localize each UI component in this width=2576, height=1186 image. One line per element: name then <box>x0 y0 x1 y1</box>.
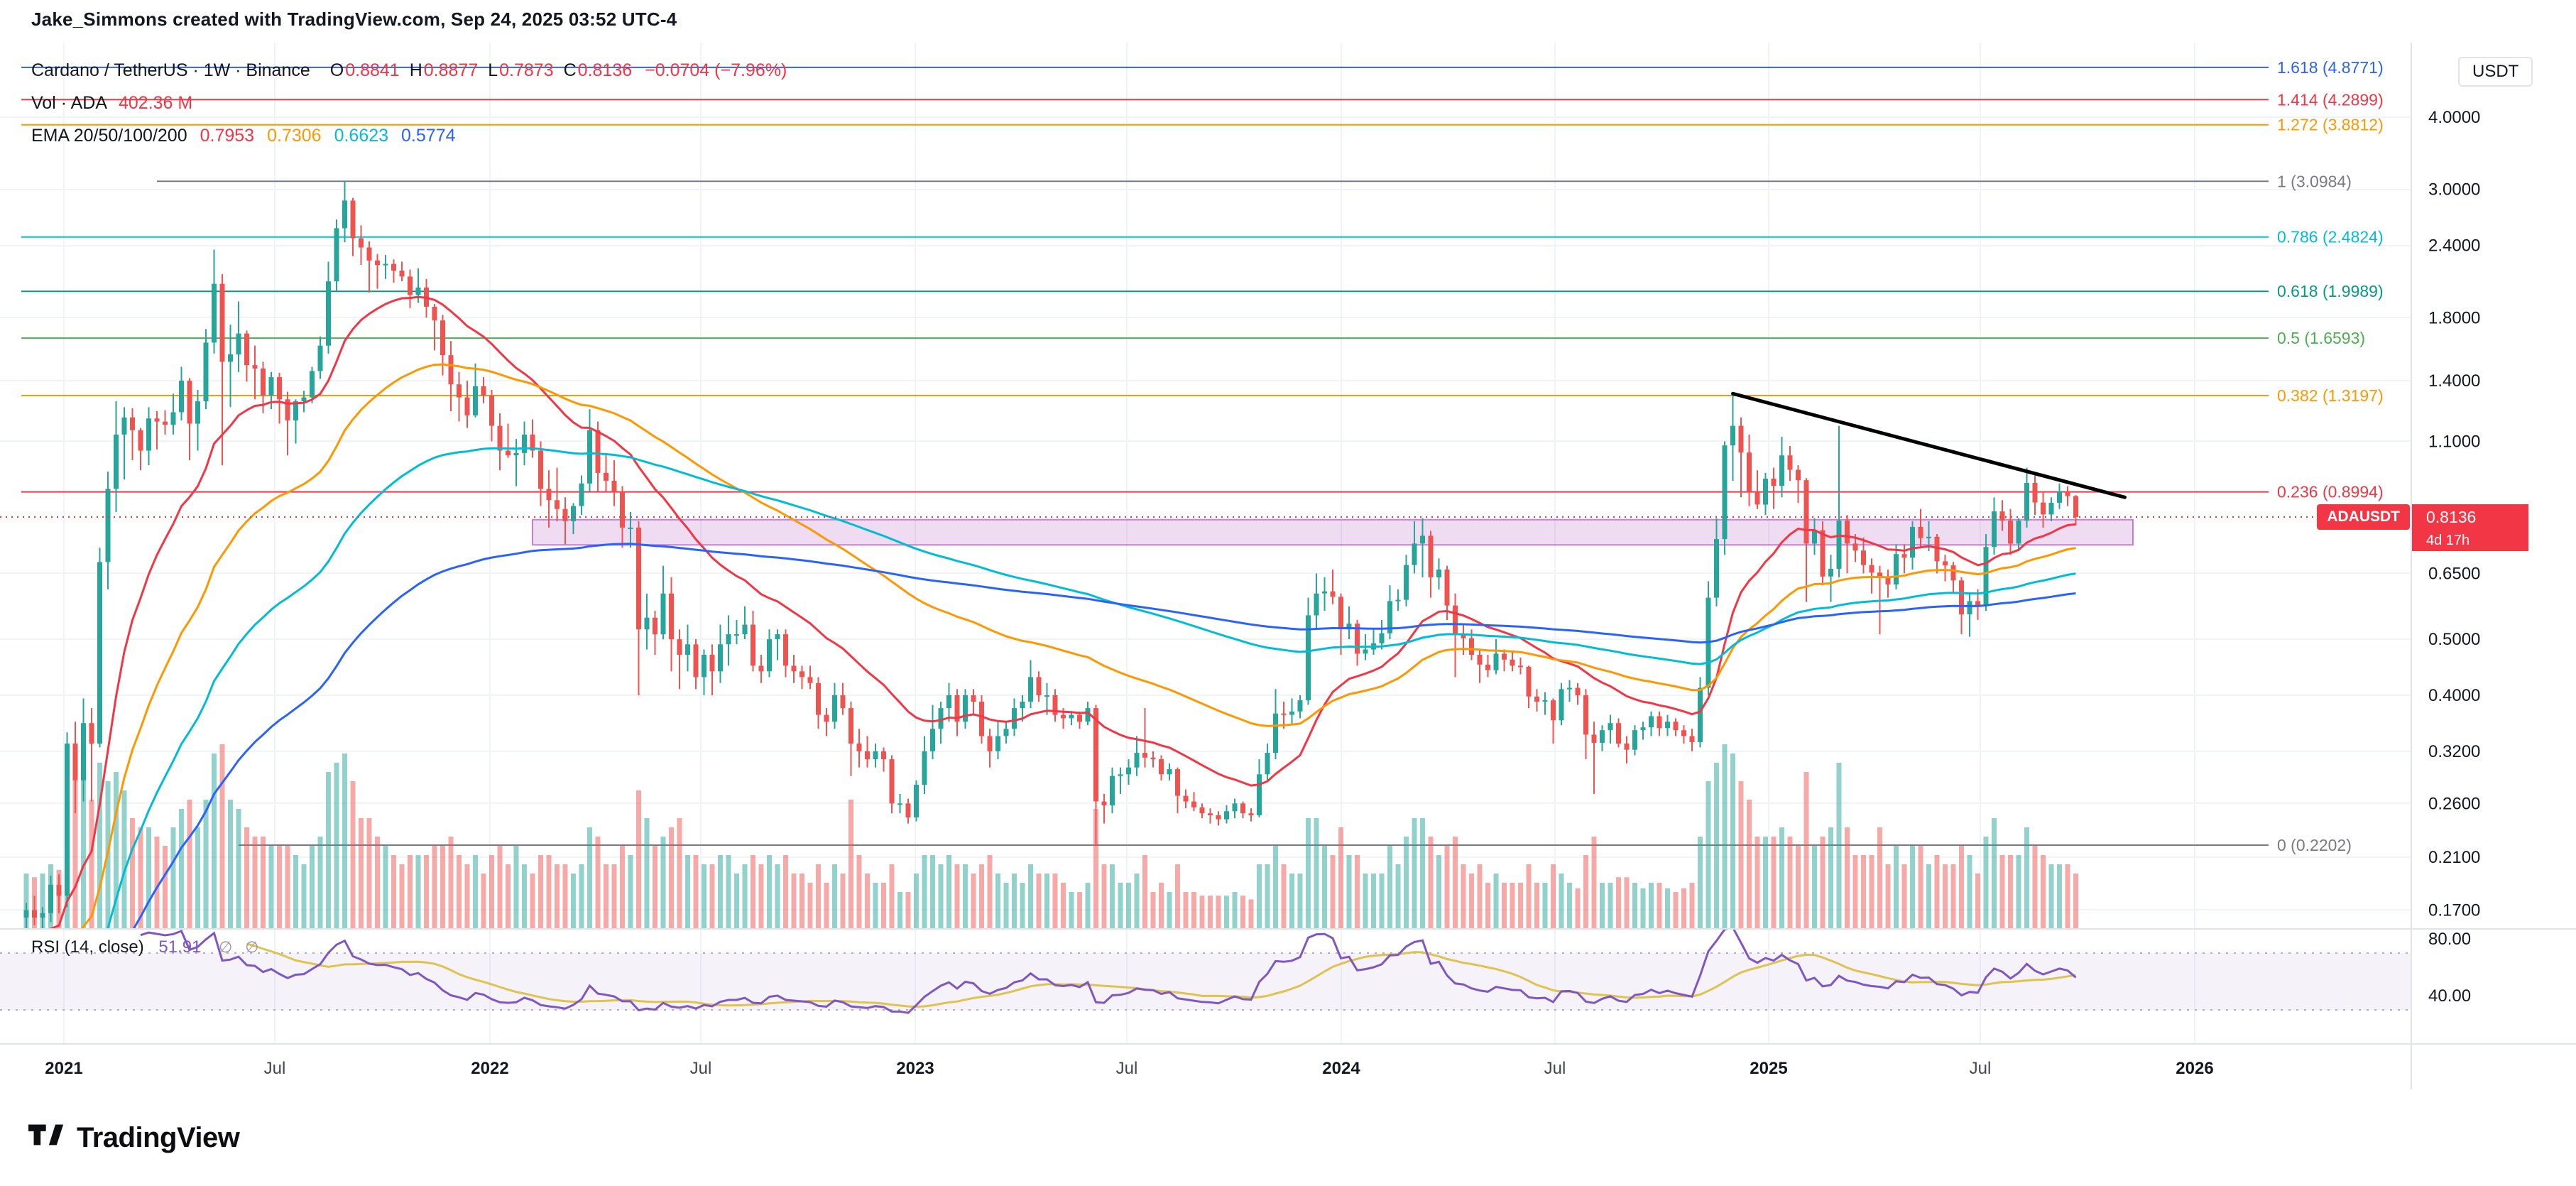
descending-trendline[interactable] <box>1731 391 2127 499</box>
fib-label: 1.618 (4.8771) <box>2277 58 2384 77</box>
attribution-text: Jake_Simmons created with TradingView.co… <box>31 9 677 30</box>
fib-label: 0.5 (1.6593) <box>2277 329 2365 347</box>
price-tick-label: 0.1700 <box>2428 901 2480 920</box>
rsi-value: 51.91 <box>158 937 202 957</box>
price-tick-label: 1.4000 <box>2428 371 2480 391</box>
time-axis-labels: 2021 Jul 2022 Jul 2023 Jul 2024 Jul 2025 Jul 2026 <box>45 1059 2213 1078</box>
ohlc-values: O0.8841 H0.8877 L0.7873 C0.8136 <box>330 54 642 87</box>
price-tick-label: 0.4000 <box>2428 686 2480 705</box>
tradingview-logo-icon <box>28 1124 65 1153</box>
price-axis-labels: 4.0000 3.0000 2.4000 1.8000 1.4000 1.1000 0.65… <box>2428 108 2480 1006</box>
time-tick-label: 2024 <box>1322 1059 1360 1078</box>
rsi-tick-label: 40.00 <box>2428 986 2471 1006</box>
time-axis[interactable] <box>0 1044 2411 1089</box>
symbol-ohlc-row: Cardano / TetherUS · 1W · Binance O0.884… <box>31 54 787 87</box>
rsi-empty-value-0: ∅ <box>219 938 233 956</box>
tradingview-logo[interactable]: TradingView <box>28 1122 240 1154</box>
rsi-tick-label: 80.00 <box>2428 930 2471 949</box>
last-price-badge: 0.8136 <box>2412 504 2528 530</box>
ohlc-o: O0.8841 <box>329 60 400 80</box>
time-tick-label: Jul <box>1116 1059 1138 1078</box>
tradingview-logo-text: TradingView <box>77 1122 240 1153</box>
rsi-legend: RSI (14, close) 51.91 ∅ ∅ <box>31 937 258 957</box>
price-tick-label: 2.4000 <box>2428 236 2480 256</box>
ema-values: 0.7953 0.7306 0.6623 0.5774 <box>200 119 469 152</box>
ohlc-h: H0.8877 <box>409 60 479 80</box>
price-tick-label: 0.3200 <box>2428 742 2480 761</box>
price-tick-label: 1.1000 <box>2428 432 2480 451</box>
time-tick-label: Jul <box>690 1059 712 1078</box>
ema-label[interactable]: EMA 20/50/100/200 <box>31 126 187 146</box>
ohlc-l: L0.7873 <box>488 60 554 80</box>
fib-label: 1 (3.0984) <box>2277 172 2352 190</box>
rsi-plot <box>140 929 2077 1014</box>
fib-label: 0.786 (2.4824) <box>2277 228 2384 246</box>
fib-label: 0.618 (1.9989) <box>2277 282 2384 300</box>
fib-retracement[interactable]: 1.618 (4.8771) 1.414 (4.2899) 1.272 (3.881… <box>21 58 2384 854</box>
fib-label: 0.382 (1.3197) <box>2277 386 2384 405</box>
time-tick-label: 2026 <box>2176 1059 2213 1078</box>
support-zone[interactable] <box>532 518 2134 546</box>
rsi-label[interactable]: RSI (14, close) <box>31 937 144 957</box>
symbol-price-tag: ADAUSDT <box>2317 504 2410 530</box>
time-tick-label: 2022 <box>471 1059 508 1078</box>
price-tick-label: 0.5000 <box>2428 630 2480 649</box>
price-tick-label: 4.0000 <box>2428 108 2480 127</box>
ohlc-c: C0.8136 <box>563 60 633 80</box>
price-tick-label: 0.2600 <box>2428 794 2480 813</box>
fib-label: 1.414 (4.2899) <box>2277 90 2384 109</box>
change-value: −0.0704 (−7.96%) <box>645 60 787 80</box>
candlestick-series <box>23 181 2078 929</box>
price-axis-unit[interactable]: USDT <box>2458 57 2533 87</box>
time-tick-label: 2021 <box>45 1059 82 1078</box>
time-tick-label: 2023 <box>896 1059 934 1078</box>
price-tick-label: 1.8000 <box>2428 308 2480 327</box>
volume-value: 402.36 M <box>119 93 193 113</box>
time-tick-label: Jul <box>264 1059 286 1078</box>
ema-row: EMA 20/50/100/200 0.7953 0.7306 0.6623 0.57… <box>31 119 787 152</box>
ema-value-1: 0.7306 <box>267 126 322 146</box>
pane-dividers <box>0 43 2576 1089</box>
fib-label: 0.236 (0.8994) <box>2277 483 2384 501</box>
price-tick-label: 3.0000 <box>2428 180 2480 200</box>
fib-label: 1.272 (3.8812) <box>2277 116 2384 134</box>
rsi-empty-values: ∅ ∅ <box>206 937 258 957</box>
ema-value-2: 0.6623 <box>334 126 389 146</box>
volume-series <box>23 744 2078 929</box>
rsi-empty-value-1: ∅ <box>245 938 259 956</box>
time-tick-label: 2025 <box>1750 1059 1787 1078</box>
bar-countdown-badge: 4d 17h <box>2412 530 2528 551</box>
ema-lines <box>48 295 2076 929</box>
price-tick-label: 0.6500 <box>2428 564 2480 583</box>
price-tick-label: 0.2100 <box>2428 848 2480 867</box>
ema-value-0: 0.7953 <box>200 126 255 146</box>
fib-label: 0 (0.2202) <box>2277 836 2352 854</box>
volume-label[interactable]: Vol · ADA <box>31 93 107 113</box>
time-tick-label: Jul <box>1544 1059 1566 1078</box>
chart-legend: Cardano / TetherUS · 1W · Binance O0.884… <box>31 54 787 152</box>
volume-row: Vol · ADA 402.36 M <box>31 87 787 119</box>
symbol-title[interactable]: Cardano / TetherUS · 1W · Binance <box>31 60 310 80</box>
time-tick-label: Jul <box>1970 1059 1992 1078</box>
ema-value-3: 0.5774 <box>401 126 456 146</box>
